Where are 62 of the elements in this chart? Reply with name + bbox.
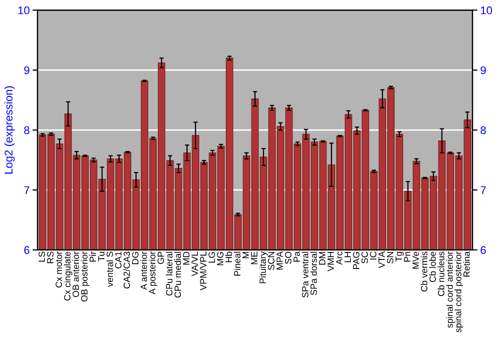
y-tick-label: 10 bbox=[18, 6, 30, 14]
y-tick-label: 6 bbox=[24, 246, 30, 254]
x-tick-label: DG bbox=[132, 252, 138, 264]
x-tick-label: RS bbox=[47, 252, 54, 264]
x-tick-label: SN bbox=[386, 252, 394, 264]
x-tick-label: spinal cord anterior bbox=[446, 251, 455, 328]
y2-tick-label: 9 bbox=[480, 66, 486, 74]
x-tick-label: Cb nucleus bbox=[438, 252, 444, 296]
y2-tick-label: 6 bbox=[480, 246, 486, 254]
x-tick-label: MD bbox=[183, 252, 190, 265]
x-tick-label: Arc bbox=[336, 252, 342, 265]
x-tick-label: Tg bbox=[396, 252, 404, 262]
y2-tick-label: 10 bbox=[480, 6, 492, 14]
x-tick-label: M bbox=[242, 252, 249, 258]
x-tick-label: VPM/VPL bbox=[200, 252, 206, 290]
x-tick-label: Pa bbox=[294, 251, 300, 262]
x-tick-label: Retina bbox=[463, 251, 470, 277]
x-tick-label: GP bbox=[158, 252, 164, 264]
y2-tick-label: 7 bbox=[480, 186, 486, 194]
x-tick-label: LS bbox=[38, 252, 46, 262]
y2-tick-label: 8 bbox=[480, 126, 486, 134]
x-tick-label: A anterior bbox=[140, 251, 147, 290]
x-tick-label: VMH bbox=[328, 252, 334, 272]
y-tick-label: 9 bbox=[24, 66, 30, 74]
x-tick-label: Cb lobe bbox=[429, 252, 436, 282]
x-tick-label: spinal cord posterior bbox=[454, 251, 464, 332]
x-tick-label: CA2/CA3 bbox=[123, 252, 130, 288]
x-tick-label: SO bbox=[285, 252, 292, 264]
x-tick-label: LH bbox=[344, 252, 351, 262]
x-tick-label: SPa ventral bbox=[302, 252, 308, 298]
y-tick-label: 8 bbox=[24, 126, 30, 134]
x-tick-label: OB posterior bbox=[80, 251, 90, 302]
x-tick-label: Pir bbox=[89, 251, 96, 262]
x-tick-label: MVe bbox=[412, 252, 419, 269]
x-tick-label: LG bbox=[208, 252, 215, 263]
x-tick-label: Cx cingulate bbox=[64, 252, 72, 301]
x-tick-label: ME bbox=[251, 252, 258, 264]
x-tick-label: Pituitary bbox=[259, 251, 268, 284]
x-tick-label: Cx motor bbox=[56, 251, 62, 288]
x-tick-label: SCN bbox=[268, 252, 274, 270]
x-tick-label: Cb vermis bbox=[420, 252, 428, 292]
x-tick-label: CPu medial bbox=[174, 252, 181, 298]
x-tick-label: ventral S bbox=[106, 252, 113, 287]
x-tick-label: SPa dorsal bbox=[310, 252, 317, 296]
x-tick-label: A posterior bbox=[148, 251, 158, 294]
x-tick-label: MPA bbox=[276, 251, 283, 270]
x-tick-label: Pn bbox=[404, 252, 410, 262]
x-tick-label: OB anterior bbox=[72, 251, 80, 298]
x-tick-label: Tu bbox=[98, 252, 104, 262]
x-tick-label: IC bbox=[370, 252, 376, 260]
x-tick-label: PAG bbox=[352, 252, 360, 269]
y-tick-label: 7 bbox=[24, 186, 30, 194]
x-tick-label: CPu lateral bbox=[166, 252, 172, 296]
x-tick-label: CA1 bbox=[115, 252, 122, 268]
y-axis-title: Log2 (expression) bbox=[4, 86, 15, 174]
x-tick-label: VTA bbox=[378, 251, 385, 268]
x-tick-label: DM bbox=[319, 252, 326, 265]
x-tick-label: VA/VL bbox=[191, 252, 198, 276]
x-tick-label: MG bbox=[217, 252, 224, 266]
x-tick-label: Pineal bbox=[234, 252, 240, 276]
x-tick-label: Hb bbox=[225, 252, 232, 262]
x-tick-label: SC bbox=[361, 252, 368, 264]
